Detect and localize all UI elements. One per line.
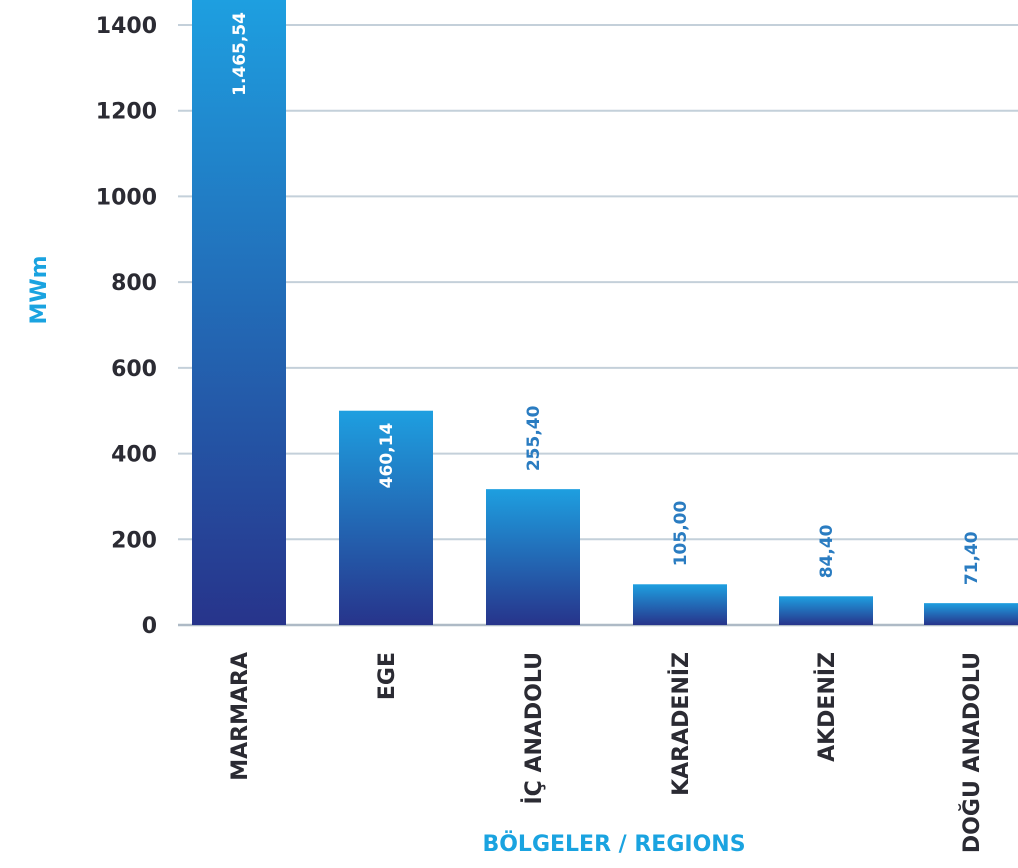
bar [192,0,286,625]
y-tick-label: 400 [111,443,157,468]
bar [633,584,727,625]
category-label: KARADENİZ [668,652,694,796]
value-label: 1.465,54 [230,12,250,96]
value-label: 71,40 [962,531,982,585]
category-label: AKDENİZ [814,652,840,762]
y-tick-label: 800 [111,271,157,296]
value-label: 84,40 [817,524,837,578]
y-tick-label: 1000 [96,185,157,210]
grid-layer: 0 200 400 600 800 1000 1200 1400 [96,14,1018,639]
y-tick-label: 1200 [96,100,157,125]
bar [924,603,1018,625]
bar [339,410,433,625]
label-layer: 1.465,54 MARMARA 460,14 EGE 255,40 İÇ ANADOLU… [228,12,985,853]
x-axis-title: BÖLGELER / REGIONS [482,831,745,857]
category-label: EGE [375,652,400,700]
y-tick-label: 600 [111,357,157,382]
category-label: İÇ ANADOLU [521,652,547,805]
y-tick-label: 1400 [96,14,157,39]
y-tick-label: 0 [142,614,157,639]
y-tick-label: 200 [111,528,157,553]
y-axis-title: MWm [27,255,52,324]
bar-layer [192,0,1018,625]
value-label: 105,00 [671,501,691,567]
value-label: 255,40 [524,405,544,471]
category-label: MARMARA [228,652,253,781]
bar [486,489,580,625]
category-label: DOĞU ANADOLU [959,652,985,853]
bar [779,596,873,625]
value-label: 460,14 [377,423,397,489]
